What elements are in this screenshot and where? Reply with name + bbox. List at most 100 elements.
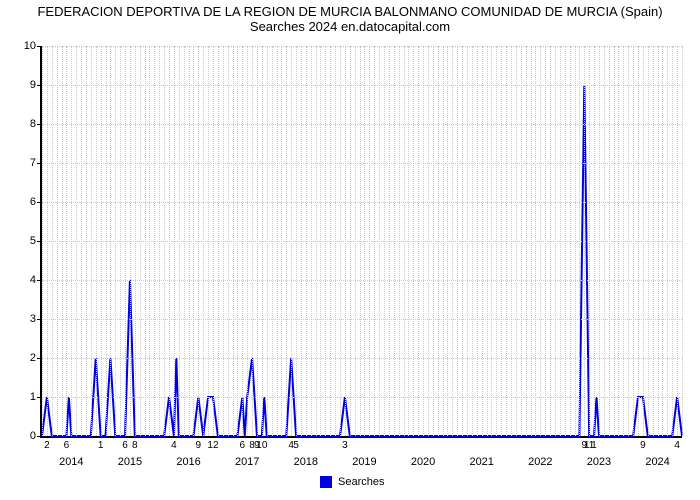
grid-line-v <box>86 46 88 436</box>
grid-line-v <box>496 46 498 436</box>
grid-line-v <box>404 46 406 436</box>
x-axis-year-label: 2024 <box>645 456 669 468</box>
grid-line-v <box>350 46 352 436</box>
grid-line-v <box>91 46 93 436</box>
legend-swatch <box>320 476 332 488</box>
grid-line-v <box>555 46 557 436</box>
grid-line-v <box>550 46 552 436</box>
grid-line-v <box>233 46 235 436</box>
grid-line-v <box>364 46 366 436</box>
grid-line-v <box>316 46 318 436</box>
grid-line-v <box>623 46 625 436</box>
grid-line-v <box>609 46 611 436</box>
grid-line-v <box>535 46 537 436</box>
x-axis-year-label: 2016 <box>176 456 200 468</box>
grid-line-v <box>145 46 147 436</box>
grid-line-v <box>120 46 122 436</box>
grid-line-v <box>330 46 332 436</box>
grid-line-v <box>262 46 264 436</box>
grid-line-v <box>604 46 606 436</box>
grid-line-v <box>487 46 489 436</box>
grid-line-v <box>447 46 449 436</box>
x-axis-year-label: 2022 <box>528 456 552 468</box>
x-axis-month-label: 1 <box>591 436 597 451</box>
x-axis-month-label: 2 <box>44 436 50 451</box>
grid-line-v <box>62 46 64 436</box>
grid-line-v <box>81 46 83 436</box>
grid-line-v <box>565 46 567 436</box>
grid-line-v <box>52 46 54 436</box>
grid-line-v <box>306 46 308 436</box>
grid-line-v <box>286 46 288 436</box>
grid-line-v <box>584 46 586 436</box>
chart-title-line1: FEDERACION DEPORTIVA DE LA REGION DE MUR… <box>0 4 700 19</box>
grid-line-v <box>184 46 186 436</box>
grid-line-v <box>638 46 640 436</box>
chart-title: FEDERACION DEPORTIVA DE LA REGION DE MUR… <box>0 4 700 34</box>
grid-line-v <box>540 46 542 436</box>
grid-line-v <box>106 46 108 436</box>
grid-line-v <box>213 46 215 436</box>
grid-line-v <box>179 46 181 436</box>
grid-line-v <box>526 46 528 436</box>
grid-line-v <box>418 46 420 436</box>
grid-line-v <box>438 46 440 436</box>
grid-line-v <box>482 46 484 436</box>
grid-line-v <box>257 46 259 436</box>
grid-line-v <box>658 46 660 436</box>
grid-line-v <box>164 46 166 436</box>
grid-line-v <box>413 46 415 436</box>
grid-line-v <box>218 46 220 436</box>
grid-line-v <box>491 46 493 436</box>
grid-line-v <box>462 46 464 436</box>
grid-line-v <box>384 46 386 436</box>
grid-line-v <box>452 46 454 436</box>
grid-line-v <box>320 46 322 436</box>
x-axis-month-label: 5 <box>293 436 299 451</box>
x-axis-year-label: 2014 <box>59 456 83 468</box>
grid-line-v <box>423 46 425 436</box>
x-axis-year-label: 2020 <box>411 456 435 468</box>
grid-line-v <box>570 46 572 436</box>
grid-line-v <box>340 46 342 436</box>
grid-line-v <box>296 46 298 436</box>
grid-line-v <box>531 46 533 436</box>
grid-line-v <box>672 46 674 436</box>
chart-title-line2: Searches 2024 en.datocapital.com <box>0 19 700 34</box>
grid-line-v <box>174 46 176 436</box>
grid-line-v <box>277 46 279 436</box>
grid-line-v <box>360 46 362 436</box>
grid-line-v <box>467 46 469 436</box>
grid-line-v <box>71 46 73 436</box>
grid-line-v <box>575 46 577 436</box>
grid-line-v <box>189 46 191 436</box>
grid-line-v <box>159 46 161 436</box>
grid-line-v <box>614 46 616 436</box>
grid-line-v <box>198 46 200 436</box>
x-axis-month-label: 9 <box>640 436 646 451</box>
x-axis-year-label: 2017 <box>235 456 259 468</box>
grid-line-v <box>579 46 581 436</box>
grid-line-v <box>267 46 269 436</box>
grid-line-v <box>101 46 103 436</box>
x-axis-year-label: 2018 <box>294 456 318 468</box>
legend: Searches <box>320 476 384 488</box>
grid-line-v <box>247 46 249 436</box>
x-axis-year-label: 2021 <box>469 456 493 468</box>
grid-line-v <box>516 46 518 436</box>
grid-line-v <box>682 46 684 436</box>
x-axis-month-label: 6 <box>64 436 70 451</box>
x-axis-month-label: 6 <box>122 436 128 451</box>
grid-line-v <box>193 46 195 436</box>
x-axis-month-label: 9 <box>196 436 202 451</box>
grid-line-v <box>149 46 151 436</box>
grid-line-v <box>599 46 601 436</box>
grid-line-v <box>345 46 347 436</box>
grid-line-v <box>618 46 620 436</box>
grid-line-v <box>374 46 376 436</box>
grid-line-v <box>369 46 371 436</box>
grid-line-v <box>355 46 357 436</box>
x-axis-month-label: 10 <box>256 436 267 451</box>
grid-line-v <box>66 46 68 436</box>
x-axis-year-label: 2023 <box>587 456 611 468</box>
